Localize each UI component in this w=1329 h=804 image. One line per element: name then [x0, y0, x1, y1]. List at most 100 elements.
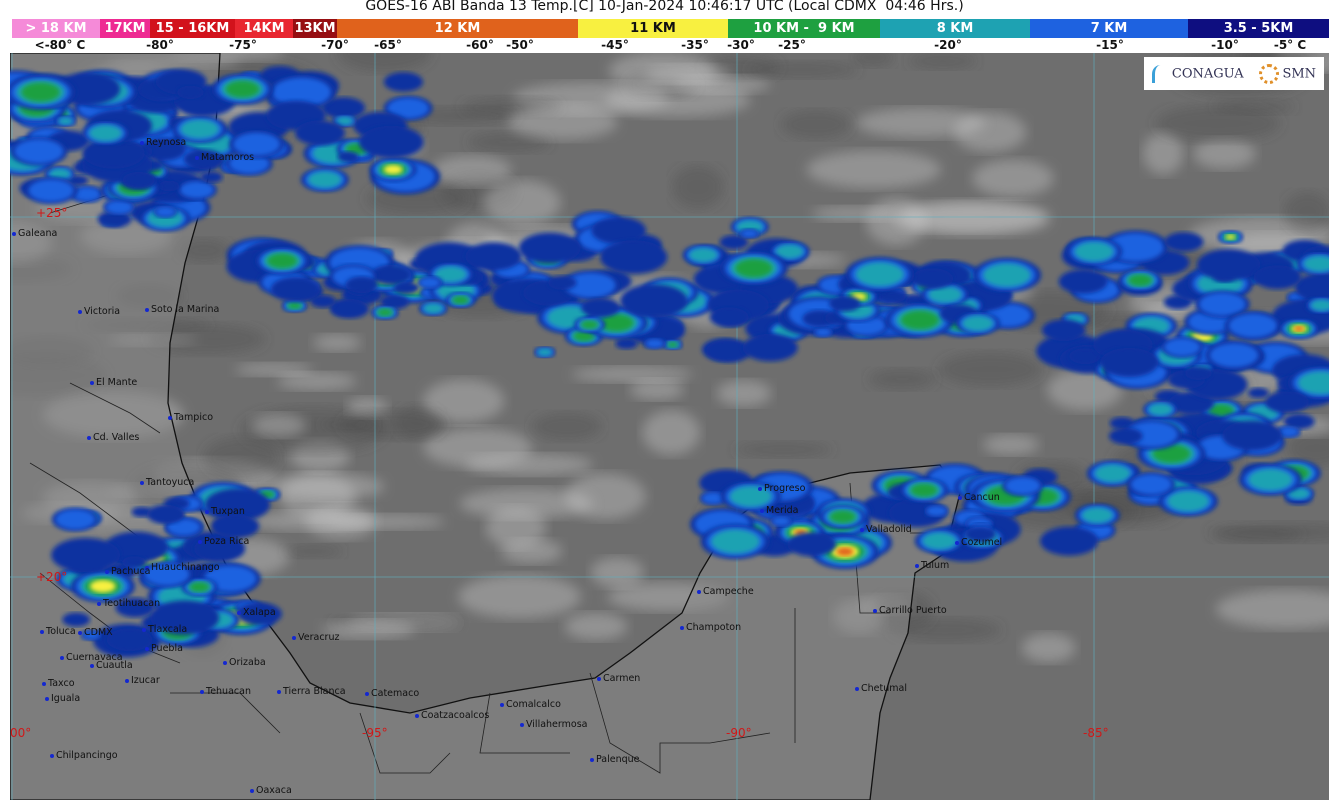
- cloud-top-patch: [1041, 319, 1086, 342]
- city-marker: Comalcalco: [500, 699, 561, 710]
- conagua-logo: CONAGUA: [1151, 64, 1244, 83]
- image-title: GOES-16 ABI Banda 13 Temp.[C] 10-Jan-202…: [365, 0, 964, 14]
- cloud-top-patch: [1040, 526, 1099, 556]
- cloud-top-patch: [122, 172, 155, 189]
- cloud-top-patch: [1228, 313, 1278, 338]
- cloud-top-patch: [452, 295, 469, 305]
- city-marker: Tehuacan: [200, 686, 251, 697]
- city-marker: Merida: [760, 505, 798, 516]
- city-name: Huauchinango: [151, 562, 220, 573]
- cloud-top-patch: [878, 289, 906, 304]
- city-dot-icon: [200, 689, 204, 694]
- city-dot-icon: [90, 380, 94, 385]
- city-dot-icon: [205, 509, 209, 514]
- legend-swatch: 15 - 16KM: [150, 19, 235, 38]
- city-marker: Catemaco: [365, 688, 419, 699]
- cloud-top-patch: [272, 77, 331, 107]
- city-dot-icon: [125, 678, 129, 683]
- cloud-top-patch: [548, 275, 577, 290]
- legend-swatch: 14KM: [235, 19, 293, 38]
- city-dot-icon: [277, 689, 281, 694]
- city-marker: Oaxaca: [250, 785, 292, 796]
- city-marker: Reynosa: [140, 137, 186, 148]
- city-name: Tlaxcala: [148, 624, 188, 635]
- city-dot-icon: [237, 610, 241, 615]
- temperature-tick: -65°: [374, 38, 402, 52]
- cloud-top-patch: [225, 80, 260, 98]
- temperature-tick: -80°: [146, 38, 174, 52]
- city-name: Galeana: [18, 228, 58, 239]
- cloud-top-patch: [719, 235, 749, 250]
- cloud-top-patch: [1148, 403, 1173, 416]
- cloud-top-patch: [1278, 426, 1299, 437]
- cloud-top-patch: [166, 518, 201, 536]
- city-name: El Mante: [96, 377, 138, 388]
- cloud-top-patch: [711, 529, 760, 554]
- cloud-top-patch: [1265, 391, 1309, 414]
- city-marker: Cancun: [958, 492, 1000, 503]
- cloud-top-patch: [189, 582, 210, 592]
- cloud-top-patch: [735, 258, 773, 278]
- city-marker: Toluca: [40, 626, 76, 637]
- city-marker: Veracruz: [292, 632, 339, 643]
- city-name: Xalapa: [243, 607, 276, 618]
- city-name: Cozumel: [961, 537, 1003, 548]
- cloud-top-patch: [1164, 338, 1201, 357]
- cloud-top-patch: [194, 536, 246, 562]
- city-name: Campeche: [703, 586, 754, 597]
- city-marker: Cuautla: [90, 660, 133, 671]
- cloud-top-patch: [89, 579, 116, 593]
- city-name: Orizaba: [229, 657, 266, 668]
- city-name: Tampico: [174, 412, 214, 423]
- city-marker: Orizaba: [223, 657, 266, 668]
- city-name: Matamoros: [201, 152, 255, 163]
- cloud-top-patch: [1005, 476, 1041, 495]
- cloud-top-patch: [928, 286, 963, 304]
- cloud-top-patch: [926, 505, 947, 517]
- legend-swatch: > 18 KM: [12, 19, 100, 38]
- city-name: Catemaco: [371, 688, 420, 699]
- cloud-top-patch: [581, 320, 599, 329]
- cloud-top-patch: [383, 72, 423, 92]
- cloud-top-patch: [144, 563, 190, 586]
- cloud-top-patch: [308, 171, 342, 189]
- lon-label: -100°: [10, 726, 32, 740]
- city-name: Chilpancingo: [56, 750, 118, 761]
- city-marker: Tlaxcala: [142, 624, 187, 635]
- legend-swatch: 12 KM: [337, 19, 578, 38]
- city-marker: Poza Rica: [198, 536, 249, 547]
- cloud-top-patch: [787, 532, 836, 557]
- city-marker: Carrillo Puerto: [873, 605, 947, 616]
- city-dot-icon: [520, 722, 524, 727]
- satellite-map[interactable]: Reynosa Matamoros Galeana Victoria Soto la M…: [10, 53, 1329, 800]
- temperature-scale: <-80° C -80° -75° -70° -65° -60° -50° -45° -35° -…: [0, 38, 1329, 53]
- city-name: Teotihuacan: [103, 598, 161, 609]
- cloud-top-patch: [177, 85, 204, 99]
- cloud-top-patch: [667, 341, 679, 348]
- city-dot-icon: [860, 527, 864, 532]
- cloud-top-patch: [418, 277, 441, 289]
- cloud-top-patch: [377, 308, 393, 317]
- map-canvas: [10, 53, 1329, 800]
- city-marker: Victoria: [78, 306, 120, 317]
- cloud-top-patch: [51, 537, 120, 573]
- temperature-tick: -70°: [321, 38, 349, 52]
- temperature-tick: <-80° C: [34, 38, 86, 52]
- city-name: Tuxpan: [211, 506, 245, 517]
- cloud-top-patch: [155, 206, 176, 217]
- city-name: Cd. Valles: [93, 432, 140, 443]
- cloud-top-patch: [336, 116, 353, 126]
- cloud-top-patch: [150, 600, 220, 635]
- cloud-top-patch: [158, 180, 180, 192]
- city-dot-icon: [142, 627, 146, 632]
- city-name: Carrillo Puerto: [879, 605, 947, 616]
- cloud-top-patch: [829, 295, 861, 312]
- city-name: Pachuca: [111, 566, 151, 577]
- cloud-top-patch: [1303, 255, 1329, 272]
- cloud-top-patch: [183, 149, 223, 169]
- cloud-top-patch: [465, 242, 522, 271]
- city-dot-icon: [500, 702, 504, 707]
- city-name: Merida: [766, 505, 799, 516]
- city-marker: Tierra Blanca: [277, 686, 346, 697]
- cloud-top-patch: [236, 602, 282, 626]
